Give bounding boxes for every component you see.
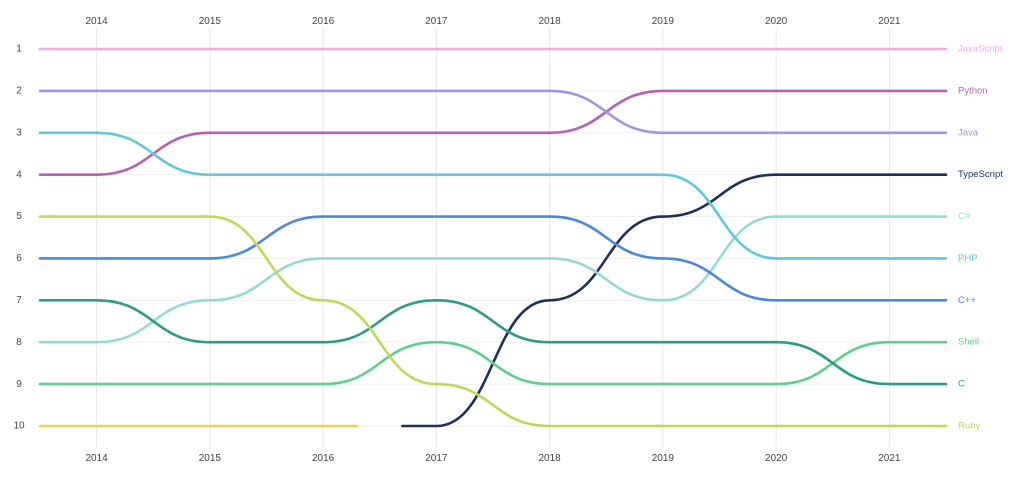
year-tick-label-top: 2015 <box>199 16 222 27</box>
series-line-java <box>38 89 948 135</box>
rank-tick-label: 9 <box>16 379 22 390</box>
rank-tick-label: 4 <box>16 169 22 180</box>
top-year-axis: 2014 2015 2016 2017 2018 2019 2020 2021 <box>86 16 901 27</box>
year-tick-label-bottom: 2017 <box>425 453 448 464</box>
year-tick-label-bottom: 2018 <box>539 453 562 464</box>
series-line-typescript <box>401 173 948 428</box>
year-tick-label-top: 2014 <box>86 16 109 27</box>
series-label-typescript: TypeScript <box>958 169 1003 180</box>
series-label-javascript: JavaScript <box>958 44 1003 55</box>
year-tick-label-top: 2019 <box>652 16 675 27</box>
series-line-shell <box>38 340 948 386</box>
year-tick-label-bottom: 2019 <box>652 453 675 464</box>
series-label-python: Python <box>958 85 988 96</box>
rank-tick-label: 8 <box>16 337 22 348</box>
series-label-shell: Shell <box>958 337 979 348</box>
year-tick-label-bottom: 2021 <box>878 453 901 464</box>
rank-tick-label: 10 <box>13 421 25 432</box>
series-line-c <box>38 298 948 386</box>
rank-tick-label: 5 <box>16 211 22 222</box>
series-label-php: PHP <box>958 253 978 264</box>
year-tick-label-bottom: 2014 <box>86 453 109 464</box>
series-line-php <box>38 131 948 260</box>
series-label-c: C <box>958 379 965 390</box>
series-labels: JavaScript Python Java TypeScript C# PHP C++ Sh… <box>958 44 1003 432</box>
series-line-python <box>38 89 948 176</box>
year-tick-label-top: 2021 <box>878 16 901 27</box>
year-tick-label-bottom: 2016 <box>312 453 335 464</box>
series-line-ruby <box>38 215 948 428</box>
rank-tick-label: 1 <box>16 44 22 55</box>
series-label-java: Java <box>958 127 979 138</box>
series-lines <box>38 47 948 428</box>
year-tick-label-top: 2018 <box>539 16 562 27</box>
series-label-csharp: C# <box>958 211 971 222</box>
series-line-csharp <box>38 215 948 344</box>
rank-tick-label: 3 <box>16 127 22 138</box>
bottom-year-axis: 2014 2015 2016 2017 2018 2019 2020 2021 <box>86 453 901 464</box>
year-tick-label-top: 2017 <box>425 16 448 27</box>
series-label-cplusplus: C++ <box>958 295 976 306</box>
rank-tick-label: 6 <box>16 253 22 264</box>
rank-tick-label: 7 <box>16 295 22 306</box>
year-tick-label-bottom: 2015 <box>199 453 222 464</box>
series-line-cplusplus <box>38 215 948 302</box>
series-label-ruby: Ruby <box>958 421 980 432</box>
year-tick-label-bottom: 2020 <box>765 453 788 464</box>
year-tick-label-top: 2020 <box>765 16 788 27</box>
rank-tick-label: 2 <box>16 86 22 97</box>
year-tick-label-top: 2016 <box>312 16 335 27</box>
rank-axis: 1 2 3 4 5 6 7 8 9 10 <box>13 44 25 432</box>
